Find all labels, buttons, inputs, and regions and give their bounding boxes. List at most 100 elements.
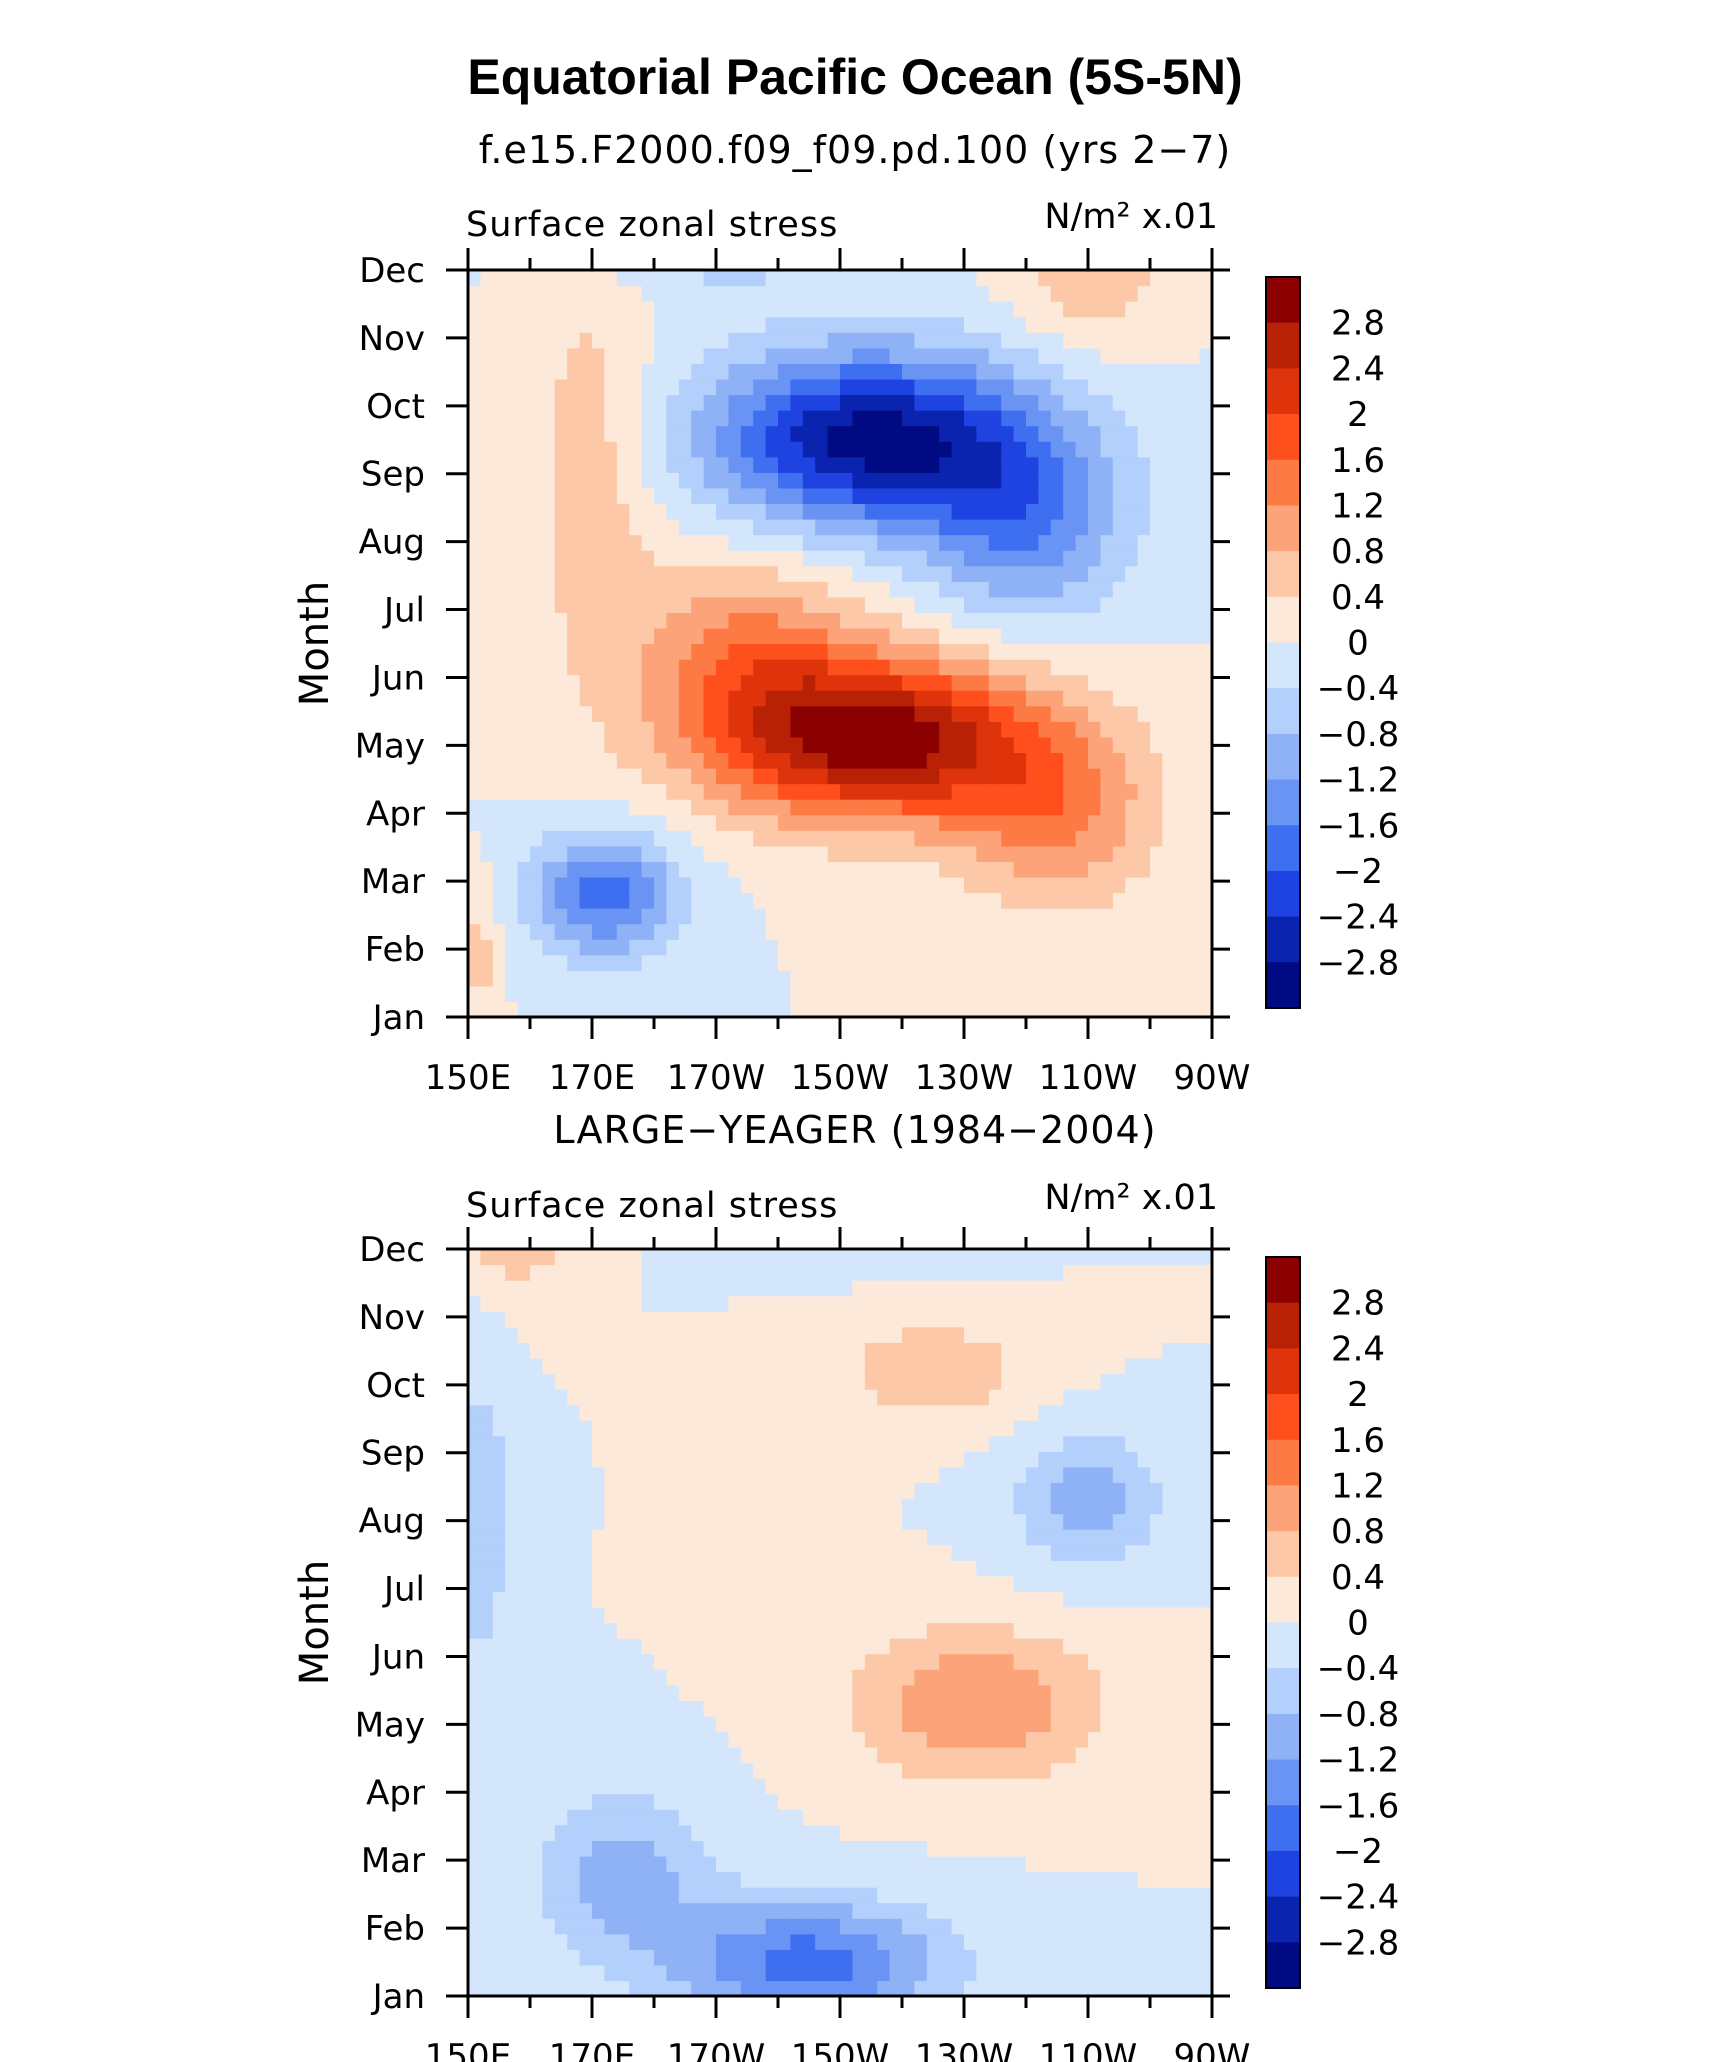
heatmap-cell <box>728 1933 742 1950</box>
lon-tick-label: 170E <box>549 1058 635 1098</box>
heatmap-cell <box>902 1809 915 1826</box>
heatmap-cell <box>691 363 705 380</box>
colorbar-swatch <box>1266 322 1300 369</box>
heatmap-cell <box>1162 596 1176 613</box>
heatmap-cell <box>728 845 742 862</box>
heatmap-cell <box>691 1529 705 1546</box>
heatmap-cell <box>592 1264 605 1281</box>
heatmap-cell <box>802 1264 816 1281</box>
heatmap-cell <box>505 1544 519 1561</box>
heatmap-cell <box>914 1435 928 1452</box>
heatmap-cell <box>629 908 643 925</box>
heatmap-cell <box>542 565 556 582</box>
heatmap-cell <box>703 1606 717 1624</box>
heatmap-cell <box>641 954 655 971</box>
heatmap-cell <box>753 1918 767 1935</box>
heatmap-cell <box>889 1638 903 1655</box>
heatmap-cell <box>554 1311 568 1328</box>
heatmap-cell <box>654 1373 667 1390</box>
heatmap-cell <box>654 534 667 551</box>
heatmap-cell <box>1137 861 1151 878</box>
heatmap-cell <box>641 1513 655 1530</box>
heatmap-cell <box>902 1902 915 1919</box>
heatmap-cell <box>951 1326 965 1343</box>
heatmap-cell <box>678 1840 692 1857</box>
heatmap-cell <box>592 1684 605 1701</box>
heatmap-cell <box>592 954 605 971</box>
heatmap-cell <box>716 1638 729 1655</box>
heatmap-cell <box>554 1887 568 1904</box>
heatmap-cell <box>902 1466 915 1484</box>
colorbar-swatch <box>1266 825 1300 872</box>
heatmap-cell <box>654 1871 667 1888</box>
heatmap-cell <box>815 1389 829 1406</box>
heatmap-cell <box>728 1544 742 1561</box>
heatmap-cell <box>790 1529 804 1546</box>
heatmap-cell <box>939 783 953 800</box>
heatmap-cell <box>567 1840 581 1857</box>
heatmap-cell <box>492 1778 506 1795</box>
heatmap-cell <box>1013 347 1027 364</box>
heatmap-cell <box>815 1249 829 1266</box>
heatmap-cell <box>716 285 729 302</box>
heatmap-cell <box>1125 908 1139 925</box>
heatmap-cell <box>592 487 605 505</box>
heatmap-cell <box>505 1684 519 1701</box>
heatmap-cell <box>492 378 506 396</box>
heatmap-cell <box>902 1949 915 1966</box>
heatmap-cell <box>1026 347 1039 364</box>
heatmap-cell <box>480 285 494 302</box>
heatmap-cell <box>1100 316 1114 333</box>
heatmap-cell <box>840 1001 853 1018</box>
heatmap-cell <box>542 1544 556 1561</box>
heatmap-cell <box>641 1420 655 1437</box>
heatmap-cell <box>1137 736 1151 754</box>
heatmap-cell <box>542 659 556 676</box>
heatmap-cell <box>492 845 506 862</box>
heatmap-cell <box>716 1249 729 1266</box>
heatmap-cell <box>505 923 519 940</box>
heatmap-cell <box>480 1001 494 1018</box>
heatmap-cell <box>877 1264 891 1281</box>
heatmap-cell <box>1088 581 1101 598</box>
heatmap-cell <box>1187 270 1201 287</box>
heatmap-cell <box>691 985 705 1003</box>
heatmap-cell <box>1063 970 1077 987</box>
heatmap-cell <box>592 1606 605 1624</box>
heatmap-cell <box>666 612 680 629</box>
heatmap-cell <box>641 1295 655 1312</box>
heatmap-cell <box>827 1793 841 1810</box>
heatmap-cell <box>827 1638 841 1655</box>
heatmap-cell <box>517 534 531 551</box>
heatmap-cell <box>939 550 953 567</box>
heatmap-cell <box>902 690 915 707</box>
heatmap-cell <box>641 861 655 878</box>
heatmap-cell <box>542 1606 556 1624</box>
heatmap-cell <box>976 1871 990 1888</box>
heatmap-cell <box>765 1373 779 1390</box>
heatmap-cell <box>517 1871 531 1888</box>
heatmap-cell <box>480 596 494 613</box>
heatmap-cell <box>964 1295 977 1312</box>
heatmap-cell <box>480 441 494 458</box>
heatmap-cell <box>889 1342 903 1359</box>
heatmap-cell <box>778 301 791 318</box>
heatmap-cell <box>840 736 853 754</box>
heatmap-cell <box>703 1498 717 1515</box>
heatmap-cell <box>567 1544 581 1561</box>
heatmap-cell <box>641 627 655 645</box>
heatmap-cell <box>740 1342 754 1359</box>
heatmap-cell <box>666 1575 680 1592</box>
heatmap-cell <box>790 612 804 629</box>
heatmap-cell <box>976 908 990 925</box>
heatmap-cell <box>505 1980 519 1997</box>
heatmap-cell <box>914 1001 928 1018</box>
heatmap-cell <box>740 627 754 645</box>
heatmap-cell <box>604 1280 618 1297</box>
heatmap-cell <box>1063 814 1077 831</box>
heatmap-cell <box>815 721 829 738</box>
heatmap-cell <box>480 425 494 442</box>
heatmap-cell <box>889 1653 903 1670</box>
heatmap-cell <box>864 1902 878 1919</box>
heatmap-cell <box>542 830 556 847</box>
